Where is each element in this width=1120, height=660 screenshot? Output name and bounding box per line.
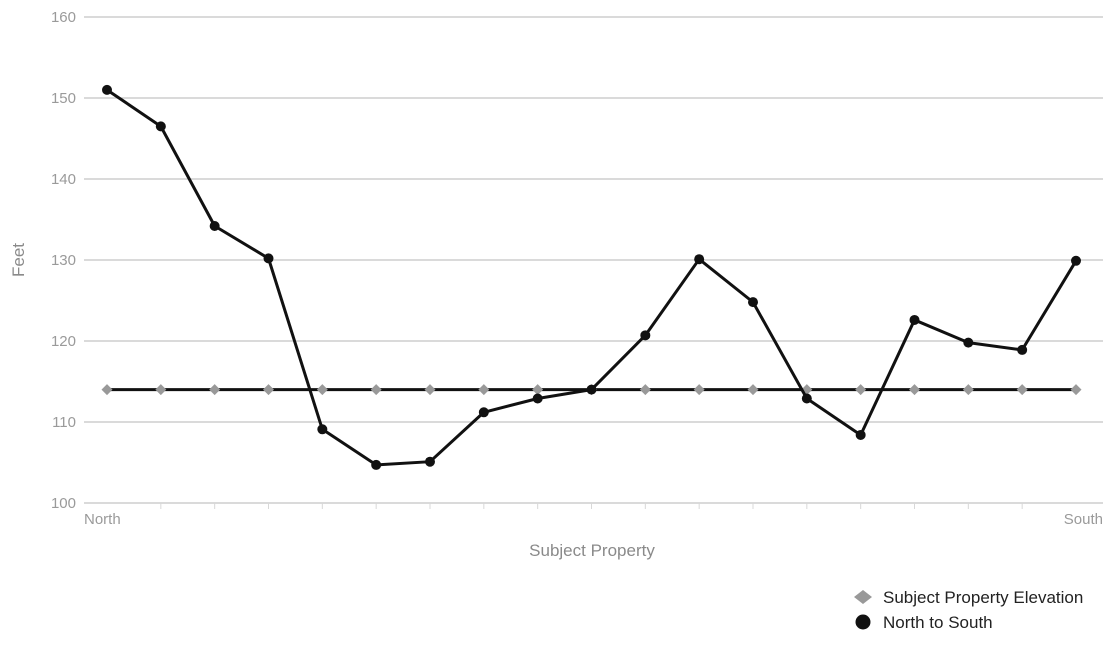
data-point-subject-property-elevation: [155, 384, 167, 396]
data-point-north-to-south: [748, 297, 758, 308]
y-tick-label-140: 140: [51, 171, 76, 188]
x-tick-marks: [160, 503, 1023, 509]
data-point-subject-property-elevation: [209, 384, 221, 396]
data-point-subject-property-elevation: [316, 384, 328, 396]
legend-label-subject-property-elevation: Subject Property Elevation: [883, 588, 1083, 607]
data-point-subject-property-elevation: [693, 384, 705, 396]
data-point-subject-property-elevation: [639, 384, 651, 396]
data-point-north-to-south: [909, 314, 920, 325]
data-point-north-to-south: [1071, 255, 1081, 266]
data-point-north-to-south: [102, 84, 112, 95]
y-tick-label-100: 100: [51, 495, 76, 512]
legend-marker-north-to-south: [855, 614, 871, 630]
data-point-north-to-south: [209, 220, 220, 231]
data-point-subject-property-elevation: [962, 384, 974, 396]
legend-label-north-to-south: North to South: [883, 613, 993, 632]
x-axis-title: Subject Property: [529, 541, 655, 560]
legend-marker-subject-property-elevation: [854, 590, 872, 604]
y-tick-label-160: 160: [51, 9, 76, 26]
data-point-north-to-south: [801, 393, 812, 404]
data-point-north-to-south: [586, 384, 597, 395]
data-point-subject-property-elevation: [909, 384, 920, 396]
y-tick-label-110: 110: [52, 414, 76, 431]
data-point-subject-property-elevation: [478, 384, 490, 396]
data-point-subject-property-elevation: [1016, 384, 1028, 396]
legend: Subject Property Elevation North to Sout…: [854, 588, 1083, 632]
data-point-subject-property-elevation: [532, 384, 544, 396]
data-point-north-to-south: [478, 407, 489, 418]
data-point-north-to-south: [317, 424, 328, 435]
data-point-subject-property-elevation: [263, 384, 274, 396]
data-point-north-to-south: [640, 330, 651, 341]
data-point-north-to-south: [1017, 344, 1028, 355]
data-point-subject-property-elevation: [1070, 384, 1082, 396]
y-tick-labels: 100 110 120 130 140 150 160: [51, 9, 76, 512]
series-line-north-to-south: [106, 88, 1078, 467]
data-point-north-to-south: [532, 393, 543, 404]
grid-lines: [84, 16, 1103, 504]
x-tick-label-north: North: [84, 511, 121, 528]
data-point-subject-property-elevation: [855, 384, 867, 396]
data-point-north-to-south: [855, 429, 866, 440]
data-point-north-to-south: [694, 254, 705, 265]
data-point-subject-property-elevation: [101, 384, 113, 396]
data-point-north-to-south: [263, 253, 274, 264]
y-axis-title: Feet: [9, 243, 28, 277]
data-point-north-to-south: [371, 459, 382, 470]
data-point-subject-property-elevation: [424, 384, 436, 396]
data-point-north-to-south: [425, 456, 435, 467]
data-point-subject-property-elevation: [370, 384, 382, 396]
series-north-to-south: [102, 84, 1081, 470]
y-tick-label-130: 130: [51, 252, 76, 269]
y-tick-label-120: 120: [51, 333, 76, 350]
data-point-subject-property-elevation: [747, 384, 759, 396]
x-tick-label-south: South: [1064, 511, 1103, 528]
data-point-north-to-south: [155, 121, 166, 132]
data-point-north-to-south: [963, 337, 974, 348]
y-tick-label-150: 150: [51, 90, 76, 107]
